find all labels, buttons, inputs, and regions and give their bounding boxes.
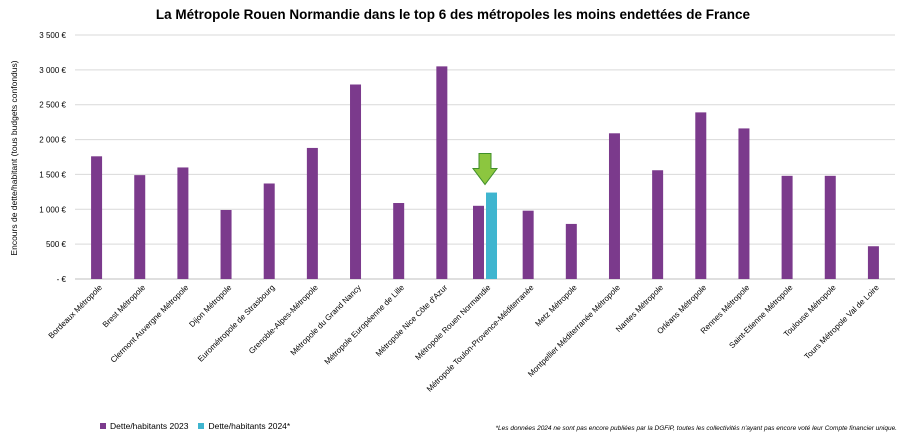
bars <box>91 66 879 279</box>
bar-2023[interactable] <box>350 84 362 279</box>
x-tick-label: Dijon Métropole <box>187 283 233 329</box>
bar-2023[interactable] <box>306 147 318 279</box>
legend-label-2024: Dette/habitants 2024* <box>208 421 291 431</box>
x-tick-label: Grenoble-Alpes-Métropole <box>247 283 320 356</box>
bar-2023[interactable] <box>781 175 793 279</box>
annotations <box>472 153 498 186</box>
x-tick-label: Brest Métropole <box>101 283 148 330</box>
y-tick-label: 1 500 € <box>39 170 66 179</box>
bar-2023[interactable] <box>473 205 484 279</box>
legend-item-2023[interactable]: Dette/habitants 2023 <box>100 421 188 431</box>
footnote: *Les données 2024 ne sont pas encore pub… <box>495 425 897 432</box>
y-tick-label: 3 500 € <box>39 31 66 40</box>
y-tick-label: - € <box>57 275 67 284</box>
x-tick-label: Eurométropole de Strasbourg <box>196 283 277 364</box>
bar-2024[interactable] <box>486 192 497 279</box>
bar-2023[interactable] <box>393 203 405 279</box>
x-tick-label: Montpellier Méditerranée Métropole <box>526 283 622 379</box>
x-tick-label: Metz Métropole <box>533 283 579 329</box>
x-tick-label: Tours Métropole Val de Loire <box>803 283 882 362</box>
down-arrow-icon <box>472 153 498 186</box>
legend-swatch-2024 <box>198 423 205 429</box>
bar-2023[interactable] <box>177 167 189 279</box>
bar-2023[interactable] <box>263 183 275 279</box>
legend: Dette/habitants 2023 Dette/habitants 202… <box>100 421 290 431</box>
bar-2023[interactable] <box>824 175 836 279</box>
y-tick-label: 1 000 € <box>39 205 66 214</box>
bar-2023[interactable] <box>867 246 879 279</box>
bar-2023[interactable] <box>695 112 707 279</box>
bar-2023[interactable] <box>738 128 750 279</box>
x-tick-label: Métropole Rouen Normandie <box>413 283 492 362</box>
bar-2023[interactable] <box>608 133 620 279</box>
y-tick-label: 3 000 € <box>39 66 66 75</box>
bar-2023[interactable] <box>565 223 577 279</box>
bar-2023[interactable] <box>436 66 448 279</box>
y-tick-label: 2 500 € <box>39 101 66 110</box>
bar-2023[interactable] <box>652 170 664 279</box>
bar-2023[interactable] <box>220 209 232 279</box>
x-tick-label: Métropole du Grand Nancy <box>289 283 363 357</box>
x-tick-label: Métropole Nice Côte d'Azur <box>374 283 450 359</box>
y-tick-label: 500 € <box>46 240 67 249</box>
y-tick-label: 2 000 € <box>39 136 66 145</box>
x-tick-label: Métropole Européenne de Lille <box>323 283 407 367</box>
legend-label-2023: Dette/habitants 2023 <box>110 421 189 431</box>
x-tick-label: Bordeaux Métropole <box>47 283 105 341</box>
y-axis-ticks: - € 500 € 1 000 € 1 500 € 2 000 € 2 500 € 3 00… <box>39 31 66 284</box>
chart-title: La Métropole Rouen Normandie dans le top… <box>155 7 751 22</box>
bar-2023[interactable] <box>91 156 103 279</box>
x-tick-label: Clermont Auvergne Métropole <box>109 283 191 365</box>
legend-swatch-2023 <box>100 423 106 429</box>
y-axis-label: Encours de dette/habitant (tous budgets … <box>9 60 19 255</box>
bar-2023[interactable] <box>522 210 534 279</box>
legend-item-2024[interactable]: Dette/habitants 2024* <box>198 421 290 431</box>
bar-2023[interactable] <box>134 175 146 279</box>
